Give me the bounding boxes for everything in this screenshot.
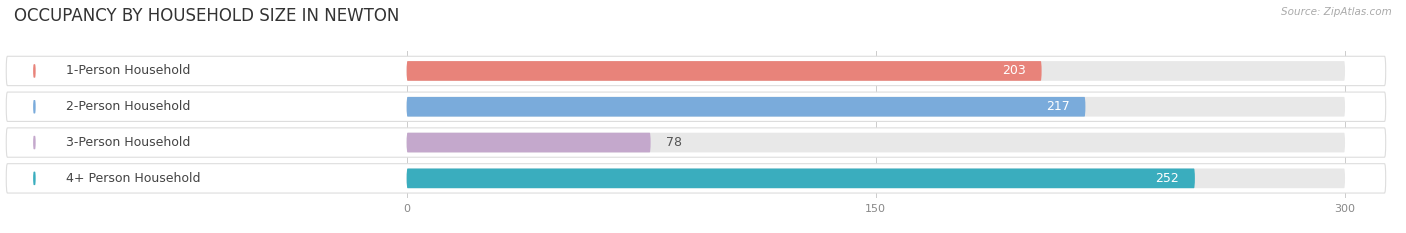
FancyBboxPatch shape [406, 133, 1346, 152]
Text: OCCUPANCY BY HOUSEHOLD SIZE IN NEWTON: OCCUPANCY BY HOUSEHOLD SIZE IN NEWTON [14, 7, 399, 25]
Text: 78: 78 [666, 136, 682, 149]
FancyBboxPatch shape [10, 98, 378, 115]
FancyBboxPatch shape [406, 97, 1085, 116]
FancyBboxPatch shape [6, 92, 1386, 121]
Text: Source: ZipAtlas.com: Source: ZipAtlas.com [1281, 7, 1392, 17]
FancyBboxPatch shape [6, 56, 1386, 86]
FancyBboxPatch shape [10, 63, 378, 79]
FancyBboxPatch shape [10, 134, 378, 151]
FancyBboxPatch shape [406, 168, 1346, 188]
FancyBboxPatch shape [406, 97, 1346, 116]
FancyBboxPatch shape [406, 133, 651, 152]
Text: 4+ Person Household: 4+ Person Household [66, 172, 200, 185]
FancyBboxPatch shape [6, 128, 1386, 157]
FancyBboxPatch shape [6, 164, 1386, 193]
Text: 1-Person Household: 1-Person Household [66, 65, 190, 77]
FancyBboxPatch shape [406, 168, 1195, 188]
Text: 3-Person Household: 3-Person Household [66, 136, 190, 149]
Text: 203: 203 [1002, 65, 1026, 77]
FancyBboxPatch shape [406, 61, 1042, 81]
Text: 217: 217 [1046, 100, 1070, 113]
Text: 252: 252 [1156, 172, 1180, 185]
FancyBboxPatch shape [10, 170, 378, 187]
FancyBboxPatch shape [406, 61, 1346, 81]
Text: 2-Person Household: 2-Person Household [66, 100, 190, 113]
